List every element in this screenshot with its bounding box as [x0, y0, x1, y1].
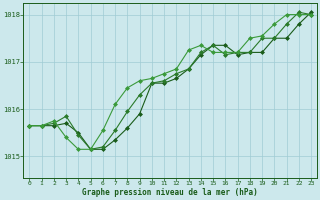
X-axis label: Graphe pression niveau de la mer (hPa): Graphe pression niveau de la mer (hPa) [82, 188, 258, 197]
